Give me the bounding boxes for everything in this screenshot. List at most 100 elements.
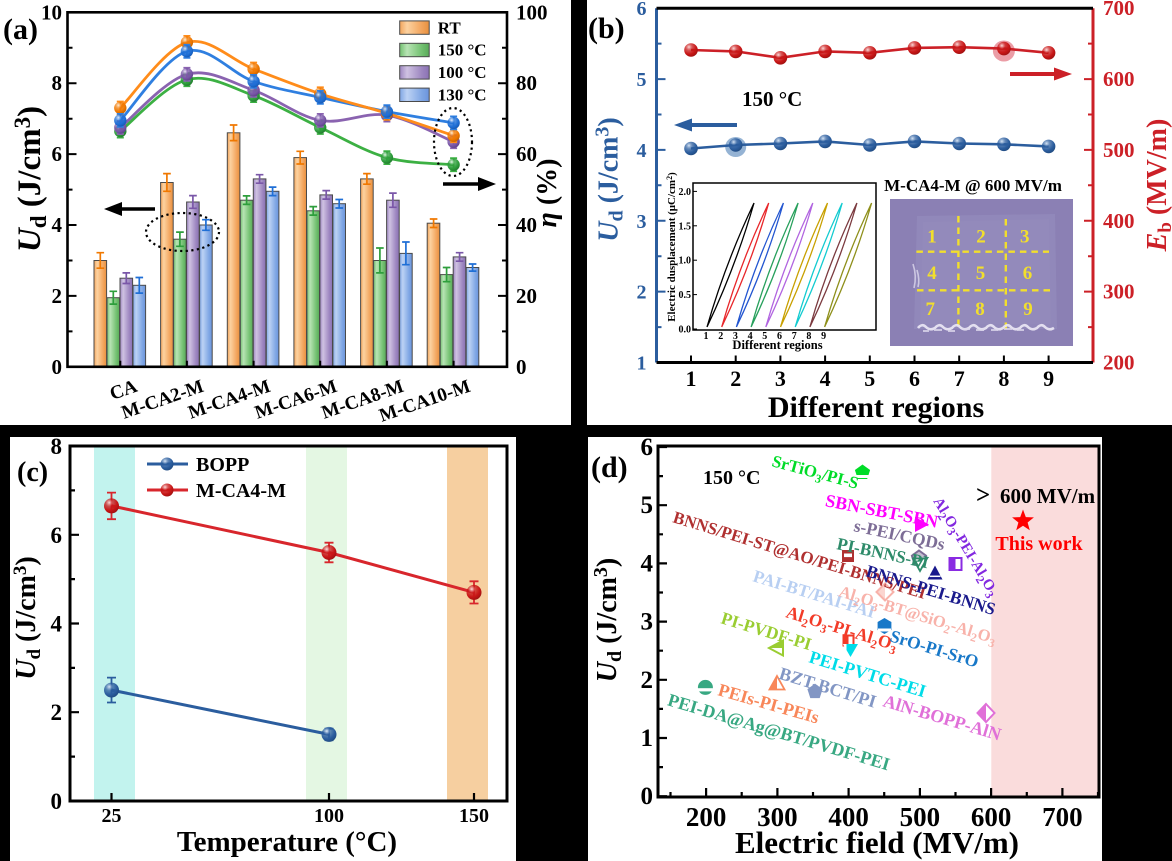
svg-text:8: 8 [975,299,985,320]
svg-text:(a): (a) [3,13,38,46]
svg-text:5: 5 [641,492,654,519]
svg-text:Ud (J/cm3): Ud (J/cm3) [10,556,45,680]
svg-text:2: 2 [718,331,723,342]
svg-text:Ud (J/cm3): Ud (J/cm3) [10,106,51,252]
svg-text:8: 8 [806,331,811,342]
svg-text:700: 700 [1042,802,1083,832]
svg-text:9: 9 [821,331,826,342]
svg-text:80: 80 [516,71,537,95]
svg-text:100: 100 [314,805,344,827]
svg-text:300: 300 [757,802,798,832]
svg-text:(b): (b) [588,12,625,45]
svg-text:Different regions: Different regions [768,391,984,424]
svg-text:2: 2 [637,282,647,304]
svg-text:60: 60 [516,142,537,166]
svg-text:2: 2 [641,667,654,694]
svg-text:Electric field (MV/m): Electric field (MV/m) [735,825,1019,860]
svg-text:500: 500 [900,802,941,832]
svg-text:200: 200 [686,802,727,832]
svg-text:8: 8 [51,437,63,459]
svg-text:1: 1 [686,366,697,391]
svg-text:Electric dusplacement (μC/cm2): Electric dusplacement (μC/cm2) [665,172,678,322]
svg-text:150: 150 [459,805,489,827]
svg-text:6: 6 [641,437,654,461]
svg-text:500: 500 [1103,138,1135,162]
svg-text:4: 4 [927,263,937,284]
svg-text:5: 5 [637,69,647,91]
svg-text:5: 5 [762,331,767,342]
svg-text:40: 40 [516,213,537,237]
svg-text:RT: RT [438,18,462,37]
svg-text:4: 4 [52,213,63,237]
svg-text:3: 3 [1020,227,1029,248]
svg-text:10: 10 [41,0,62,24]
svg-text:100: 100 [516,0,548,24]
svg-text:600: 600 [971,802,1012,832]
svg-text:2: 2 [976,227,986,248]
svg-text:600: 600 [1103,67,1135,91]
svg-text:3: 3 [641,609,654,636]
svg-text:0.5: 0.5 [679,290,692,301]
svg-text:6: 6 [51,523,63,548]
svg-text:1: 1 [704,331,709,342]
svg-text:2: 2 [52,284,63,308]
svg-text:3: 3 [733,331,738,342]
svg-text:0: 0 [641,783,654,810]
svg-text:BOPP: BOPP [196,454,249,476]
svg-text:M-CA4-M: M-CA4-M [196,480,286,502]
svg-text:150 °C: 150 °C [703,467,760,489]
svg-text:4: 4 [820,366,831,391]
svg-text:130 °C: 130 °C [438,86,487,105]
svg-text:Different regions: Different regions [732,338,822,352]
svg-text:400: 400 [1103,209,1135,233]
svg-text:2: 2 [730,366,741,391]
svg-text:0.0: 0.0 [679,325,692,336]
svg-text:20: 20 [516,284,537,308]
svg-text:Eb (MV/m): Eb (MV/m) [1142,119,1172,253]
svg-text:1.0: 1.0 [679,256,692,267]
svg-text:5: 5 [976,263,986,284]
svg-text:150 °C: 150 °C [438,41,487,60]
svg-text:7: 7 [954,366,965,391]
svg-text:1: 1 [927,227,937,248]
svg-text:100 °C: 100 °C [438,63,487,82]
svg-text:200: 200 [1103,351,1135,375]
svg-text:150 °C: 150 °C [742,87,802,111]
svg-text:7: 7 [792,331,797,342]
svg-text:8: 8 [52,71,63,95]
svg-text:700: 700 [1103,0,1135,20]
svg-text:6: 6 [52,142,63,166]
svg-text:(d): (d) [591,451,628,484]
svg-text:0: 0 [52,355,63,379]
svg-text:Temperature (°C): Temperature (°C) [177,826,397,858]
svg-text:6: 6 [1023,263,1033,284]
svg-text:(c): (c) [17,457,48,488]
svg-text:>: > [976,482,990,509]
svg-text:2: 2 [51,700,63,725]
svg-text:3: 3 [637,211,647,233]
svg-text:7: 7 [926,299,936,320]
svg-text:6: 6 [909,366,920,391]
svg-text:2.0: 2.0 [679,187,692,198]
svg-text:400: 400 [828,802,869,832]
svg-text:1: 1 [637,353,647,375]
svg-text:Ud (J/cm3): Ud (J/cm3) [590,558,626,683]
svg-text:1.5: 1.5 [679,221,692,232]
svg-text:Ud (J/cm3): Ud (J/cm3) [592,117,628,242]
svg-text:8: 8 [998,366,1009,391]
svg-text:6: 6 [637,0,647,20]
svg-text:1: 1 [641,725,654,752]
svg-text:9: 9 [1023,299,1033,320]
svg-text:3: 3 [775,366,786,391]
svg-text:25: 25 [102,805,122,827]
svg-text:4: 4 [641,550,654,577]
svg-text:5: 5 [864,366,875,391]
svg-text:This work: This work [995,533,1083,555]
svg-text:4: 4 [51,612,63,637]
svg-text:0: 0 [51,789,63,814]
svg-text:6: 6 [777,331,782,342]
svg-text:600 MV/m: 600 MV/m [1000,484,1096,508]
svg-text:η (%): η (%) [532,158,563,227]
svg-text:4: 4 [748,331,753,342]
svg-text:M-CA4-M @ 600 MV/m: M-CA4-M @ 600 MV/m [884,176,1062,195]
